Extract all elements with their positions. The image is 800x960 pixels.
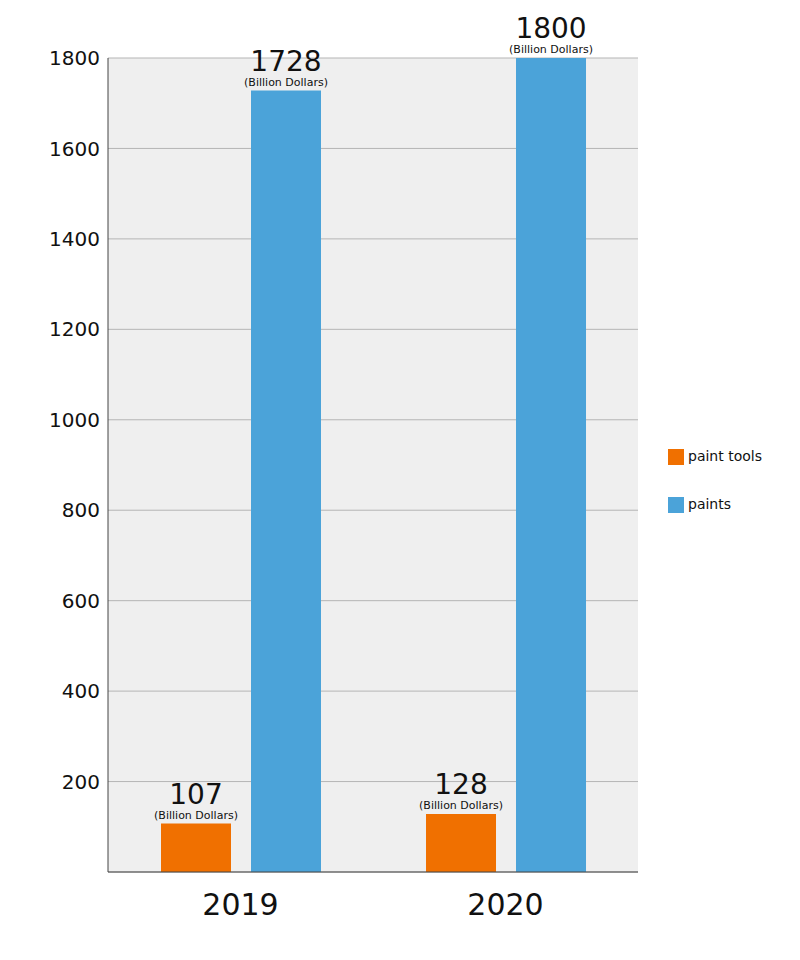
svg-text:2020: 2020 bbox=[467, 887, 543, 922]
svg-text:1200: 1200 bbox=[49, 317, 100, 341]
html-text:paints: paints bbox=[688, 496, 731, 512]
svg-text:400: 400 bbox=[62, 679, 100, 703]
svg-text:600: 600 bbox=[62, 589, 100, 613]
svg-text:1400: 1400 bbox=[49, 227, 100, 251]
svg-text:(Billion Dollars): (Billion Dollars) bbox=[244, 76, 328, 89]
svg-text:1728: 1728 bbox=[250, 45, 321, 78]
svg-text:(Billion Dollars): (Billion Dollars) bbox=[419, 799, 503, 812]
svg-text:128: 128 bbox=[434, 768, 487, 801]
svg-text:107: 107 bbox=[169, 778, 222, 811]
svg-text:1800: 1800 bbox=[515, 12, 586, 45]
html-text:paint tools: paint tools bbox=[688, 448, 762, 464]
svg-text:2019: 2019 bbox=[202, 887, 278, 922]
svg-text:800: 800 bbox=[62, 498, 100, 522]
svg-text:1800: 1800 bbox=[49, 46, 100, 70]
svg-text:1000: 1000 bbox=[49, 408, 100, 432]
svg-text:1600: 1600 bbox=[49, 137, 100, 161]
svg-text:(Billion Dollars): (Billion Dollars) bbox=[509, 43, 593, 56]
svg-text:200: 200 bbox=[62, 770, 100, 794]
svg-text:(Billion Dollars): (Billion Dollars) bbox=[154, 809, 238, 822]
